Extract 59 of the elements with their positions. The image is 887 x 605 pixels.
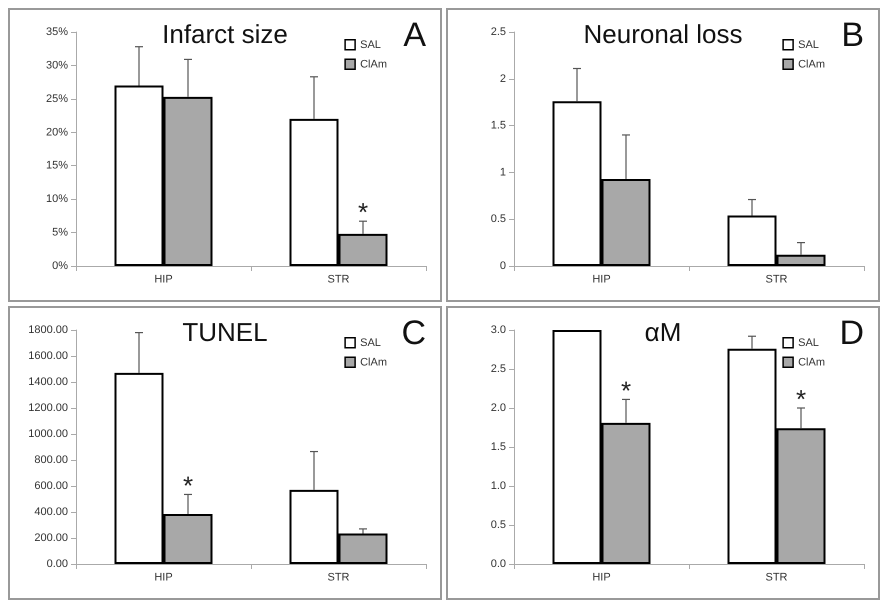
data-label: * (796, 384, 806, 414)
y-tick-label: 15% (46, 160, 68, 172)
y-tick-label: 1 (500, 166, 506, 178)
chart-title: Neuronal loss (584, 19, 742, 49)
x-tick-label: STR (766, 274, 788, 286)
legend-label: ClAm (360, 58, 388, 70)
x-tick-label: HIP (592, 572, 611, 584)
y-tick-label: 30% (46, 59, 68, 72)
y-tick-label: 0.5 (490, 519, 506, 531)
x-tick-label: STR (328, 572, 350, 584)
y-tick-label: 2.0 (490, 402, 506, 414)
y-tick-label: 0.0 (490, 558, 506, 570)
data-label: * (182, 470, 194, 500)
y-tick-label: 1.5 (490, 120, 506, 132)
y-tick-label: 0 (500, 260, 506, 272)
data-label: * (620, 375, 632, 406)
y-tick-label: 1600.00 (28, 350, 68, 362)
y-tick-label: 2.5 (490, 26, 506, 38)
legend-label: SAL (360, 336, 381, 349)
y-tick-label: 1200.00 (28, 402, 68, 414)
y-tick-label: 1800.00 (28, 324, 68, 336)
y-tick-label: 5% (52, 226, 68, 239)
legend-label: SAL (798, 336, 819, 349)
chart-title: Infarct size (162, 19, 288, 49)
annotation: D (839, 314, 864, 352)
y-tick-label: 10% (46, 193, 68, 206)
annotation: A (403, 16, 426, 54)
annotation: B (841, 16, 864, 54)
y-tick-label: 2 (500, 72, 506, 85)
y-tick-label: 20% (46, 126, 68, 138)
x-tick-label: STR (328, 274, 350, 286)
y-tick-label: 1.5 (490, 441, 506, 453)
y-tick-label: 600.00 (34, 480, 68, 492)
legend-label: ClAm (798, 58, 826, 70)
legend-label: SAL (798, 38, 819, 51)
y-tick-label: 0% (52, 260, 68, 272)
x-tick-label: STR (766, 572, 788, 584)
x-tick-label: HIP (592, 274, 611, 286)
y-tick-label: 400.00 (34, 506, 68, 518)
y-tick-label: 1000.00 (28, 428, 68, 440)
chart-title: αM (644, 317, 682, 347)
y-tick-label: 0.00 (46, 558, 68, 570)
y-tick-label: 1.0 (490, 480, 506, 492)
annotation: C (401, 314, 426, 352)
x-tick-label: HIP (154, 572, 173, 584)
y-tick-label: 0.5 (490, 213, 506, 226)
y-tick-label: 25% (46, 92, 68, 105)
y-tick-label: 35% (46, 26, 68, 38)
legend-label: ClAm (798, 356, 826, 368)
legend-label: SAL (360, 38, 381, 51)
legend-label: ClAm (360, 356, 388, 368)
x-tick-label: HIP (154, 274, 173, 286)
y-tick-label: 200.00 (34, 532, 68, 544)
chart-title: TUNEL (182, 317, 268, 347)
y-tick-label: 1400.00 (28, 376, 68, 388)
y-tick-label: 800.00 (34, 454, 68, 466)
data-label: * (358, 197, 368, 228)
y-tick-label: 3.0 (490, 324, 506, 336)
y-tick-label: 2.5 (490, 363, 506, 375)
